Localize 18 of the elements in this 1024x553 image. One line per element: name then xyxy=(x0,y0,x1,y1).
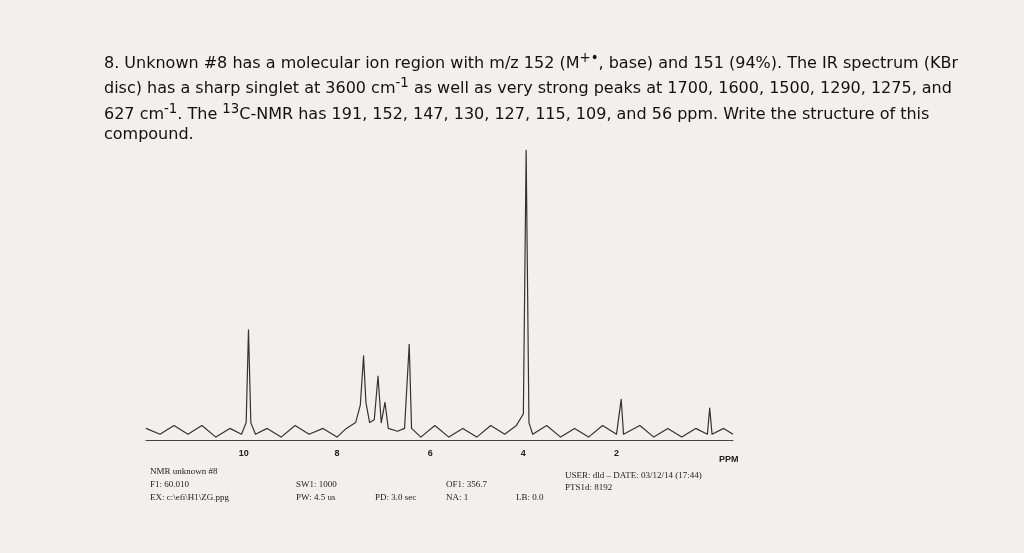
text: NMR unknown #8 xyxy=(150,465,218,476)
text: PD: 3.0 sec xyxy=(375,491,417,502)
text: F1: 60.010 xyxy=(150,478,190,489)
text: LB: 0.0 xyxy=(516,491,544,502)
x-axis-title: PPM xyxy=(719,453,739,464)
x-tick-label: 4 xyxy=(520,447,526,458)
x-tick-label: 2 xyxy=(614,447,620,458)
x-tick-label: 10 xyxy=(238,447,249,458)
x-tick-label: 6 xyxy=(427,447,433,458)
text: USER: dld – DATE: 03/12/14 (17:44) xyxy=(565,469,702,480)
text: OF1: 356.7 xyxy=(446,478,488,489)
x-tick-label: 8 xyxy=(334,447,340,458)
text: PTS1d: 8192 xyxy=(565,481,613,492)
text: EX: c:\efi\H1\ZG.ppg xyxy=(150,491,230,502)
text: NA: 1 xyxy=(446,491,469,502)
text: PW: 4.5 us xyxy=(296,491,336,502)
chart-title: 8. Unknown #8 has a molecular ion region with m/z 152 (M$^{+•}$, base) and 151 (94%). The IR spectrum (KBr disc) has a sharp singlet at 3600 cm$^{-1}$ as well as very strong peaks at 1700, 1600, 1500, 1290, 1275, and 627 cm$^{-1}$. The $^{13}$C-NMR has 191, 152, 147, 130, 127, 115, 109, and 56 ppm. Write the structure of this compound. xyxy=(104,50,959,143)
text: SW1: 1000 xyxy=(296,478,338,489)
